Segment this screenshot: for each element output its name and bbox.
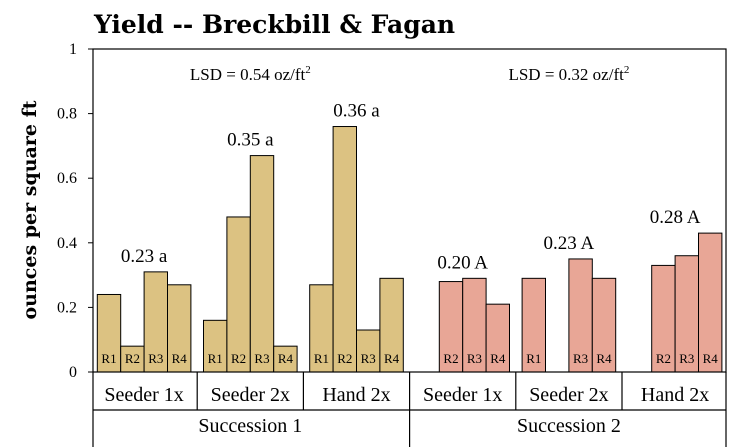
rep-label: R4 bbox=[384, 351, 400, 366]
group-label: Hand 2x bbox=[322, 384, 390, 406]
group-annotation: 0.23 A bbox=[544, 233, 595, 254]
y-tick-label: 1 bbox=[69, 41, 77, 58]
group-annotation: 0.23 a bbox=[121, 246, 168, 267]
lsd-superscript: 2 bbox=[624, 64, 630, 76]
succession-label: Succession 2 bbox=[517, 415, 621, 437]
bar-1-3-r2 bbox=[332, 126, 358, 373]
rep-label: R4 bbox=[172, 351, 188, 366]
y-tick-label: 0 bbox=[69, 364, 77, 381]
rep-label: R3 bbox=[467, 351, 482, 366]
rep-label: R3 bbox=[573, 351, 588, 366]
rep-label: R1 bbox=[208, 351, 223, 366]
rep-label: R3 bbox=[361, 351, 376, 366]
rep-label: R3 bbox=[254, 351, 269, 366]
group-label: Seeder 1x bbox=[104, 384, 183, 406]
y-tick-label: 0.6 bbox=[57, 170, 77, 187]
rep-label: R1 bbox=[314, 351, 329, 366]
lsd-superscript: 2 bbox=[305, 64, 311, 76]
rep-label: R3 bbox=[679, 351, 694, 366]
rep-label: R3 bbox=[148, 351, 163, 366]
group-label: Seeder 2x bbox=[529, 384, 608, 406]
group-label: Hand 2x bbox=[641, 384, 709, 406]
group-label: Seeder 2x bbox=[211, 384, 290, 406]
rep-label: R4 bbox=[278, 351, 294, 366]
y-tick-label: 0.4 bbox=[57, 235, 77, 252]
group-annotation: 0.20 A bbox=[437, 252, 488, 273]
rep-label: R2 bbox=[125, 351, 140, 366]
rep-label: R4 bbox=[490, 351, 506, 366]
group-label: Seeder 1x bbox=[423, 384, 502, 406]
group-annotation: 0.36 a bbox=[333, 101, 380, 122]
lsd-label: LSD = 0.54 oz/ft2 bbox=[190, 64, 311, 84]
y-tick-label: 0.2 bbox=[57, 299, 77, 316]
y-axis-label: ounces per square ft bbox=[19, 100, 41, 319]
succession-label: Succession 1 bbox=[198, 415, 302, 437]
rep-label: R1 bbox=[526, 351, 541, 366]
rep-label: R2 bbox=[337, 351, 352, 366]
rep-label: R4 bbox=[596, 351, 612, 366]
bar-1-2-r3 bbox=[249, 155, 275, 373]
chart-title: Yield -- Breckbill & Fagan bbox=[93, 10, 455, 39]
bar-1-2-r2 bbox=[226, 216, 251, 373]
rep-label: R1 bbox=[101, 351, 116, 366]
y-tick-label: 0.8 bbox=[57, 106, 77, 123]
rep-label: R2 bbox=[443, 351, 458, 366]
rep-label: R4 bbox=[703, 351, 719, 366]
group-annotation: 0.35 a bbox=[227, 130, 274, 151]
group-annotation: 0.28 A bbox=[650, 207, 701, 228]
lsd-label: LSD = 0.32 oz/ft2 bbox=[508, 64, 629, 84]
lsd-text: LSD = 0.54 oz/ft bbox=[190, 65, 306, 84]
rep-label: R2 bbox=[656, 351, 671, 366]
rep-label: R2 bbox=[231, 351, 246, 366]
lsd-text: LSD = 0.32 oz/ft bbox=[508, 65, 624, 84]
